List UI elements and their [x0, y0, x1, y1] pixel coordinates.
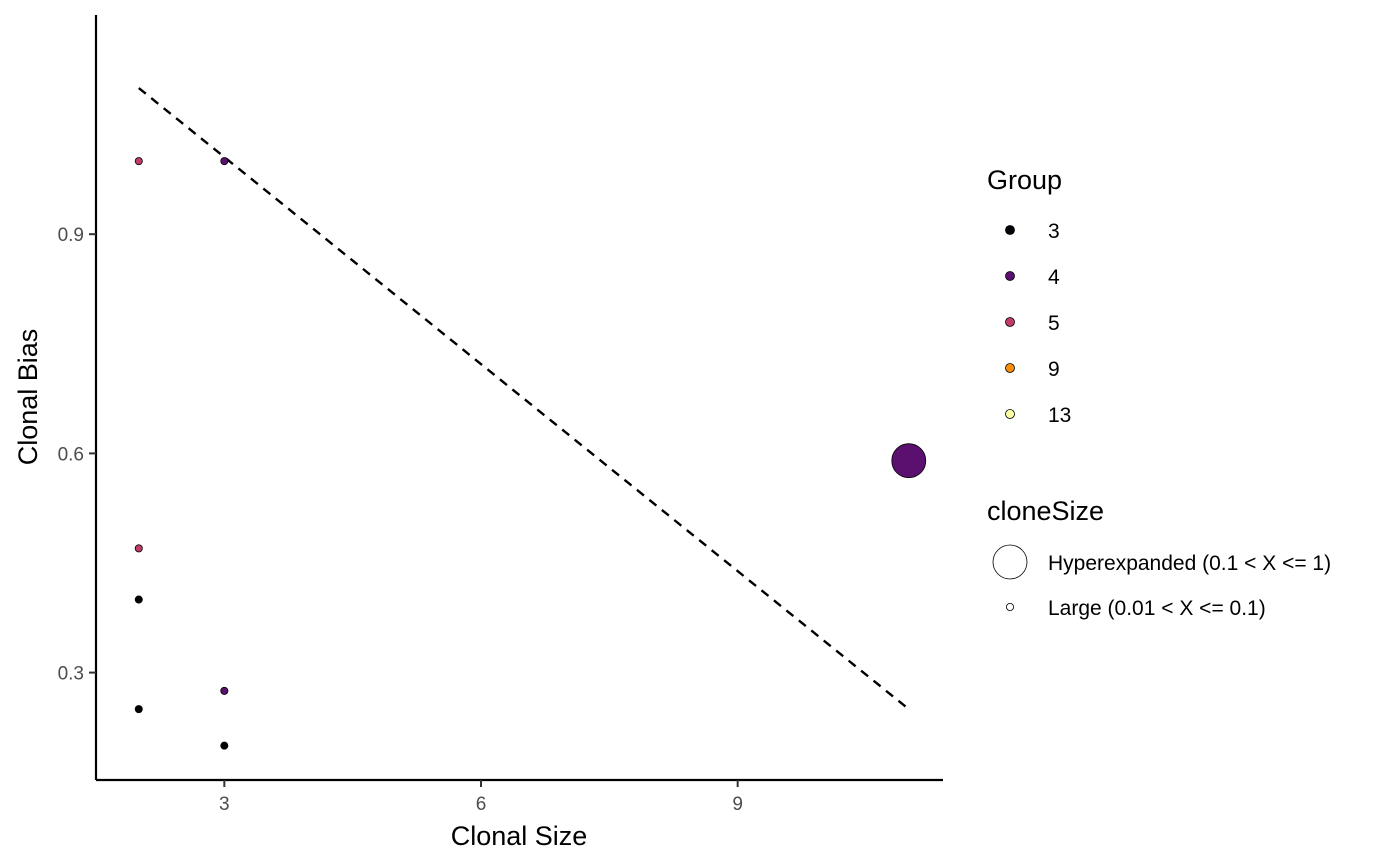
data-point [134, 595, 143, 604]
legend-group: Group 3 4 5 9 13 [987, 165, 1071, 427]
x-tick-label: 9 [732, 794, 743, 815]
legend-clonesize: cloneSize Hyperexpanded (0.1 < X <= 1) La… [987, 496, 1331, 620]
data-point [134, 544, 143, 553]
legend-group-title: Group [987, 165, 1062, 195]
legend-group-key [1005, 271, 1015, 281]
x-tick-label: 6 [476, 794, 487, 815]
x-axis-title: Clonal Size [451, 821, 588, 851]
legend-clonesize-key [992, 544, 1028, 580]
y-axis: 0.3 0.6 0.9 [58, 15, 98, 780]
y-axis-title: Clonal Bias [13, 329, 43, 466]
data-point [220, 157, 229, 166]
legend-group-label: 13 [1048, 404, 1071, 427]
legend-group-label: 3 [1048, 220, 1060, 243]
legend-group-key [1005, 225, 1015, 235]
data-point [134, 157, 143, 166]
legend-clonesize-title: cloneSize [987, 496, 1104, 526]
legend-group-label: 5 [1048, 312, 1060, 335]
legend-group-key [1005, 363, 1015, 373]
legend-group-label: 9 [1048, 358, 1060, 381]
data-point [134, 705, 143, 714]
data-point [220, 741, 229, 750]
y-tick-label: 0.9 [58, 225, 84, 246]
x-tick-label: 3 [219, 794, 230, 815]
y-tick-label: 0.6 [58, 444, 84, 465]
legend-clonesize-key [1006, 603, 1015, 612]
legend-group-label: 4 [1048, 266, 1060, 289]
data-point [891, 443, 927, 479]
legend-clonesize-label: Hyperexpanded (0.1 < X <= 1) [1048, 552, 1331, 575]
y-tick-label: 0.3 [58, 664, 84, 685]
x-axis: 3 6 9 [96, 778, 943, 815]
plot-area [134, 87, 927, 750]
legend-group-key [1005, 409, 1015, 419]
legend-clonesize-label: Large (0.01 < X <= 0.1) [1048, 597, 1266, 620]
legend-group-key [1005, 317, 1015, 327]
data-point [220, 686, 229, 695]
reference-line [138, 87, 910, 711]
